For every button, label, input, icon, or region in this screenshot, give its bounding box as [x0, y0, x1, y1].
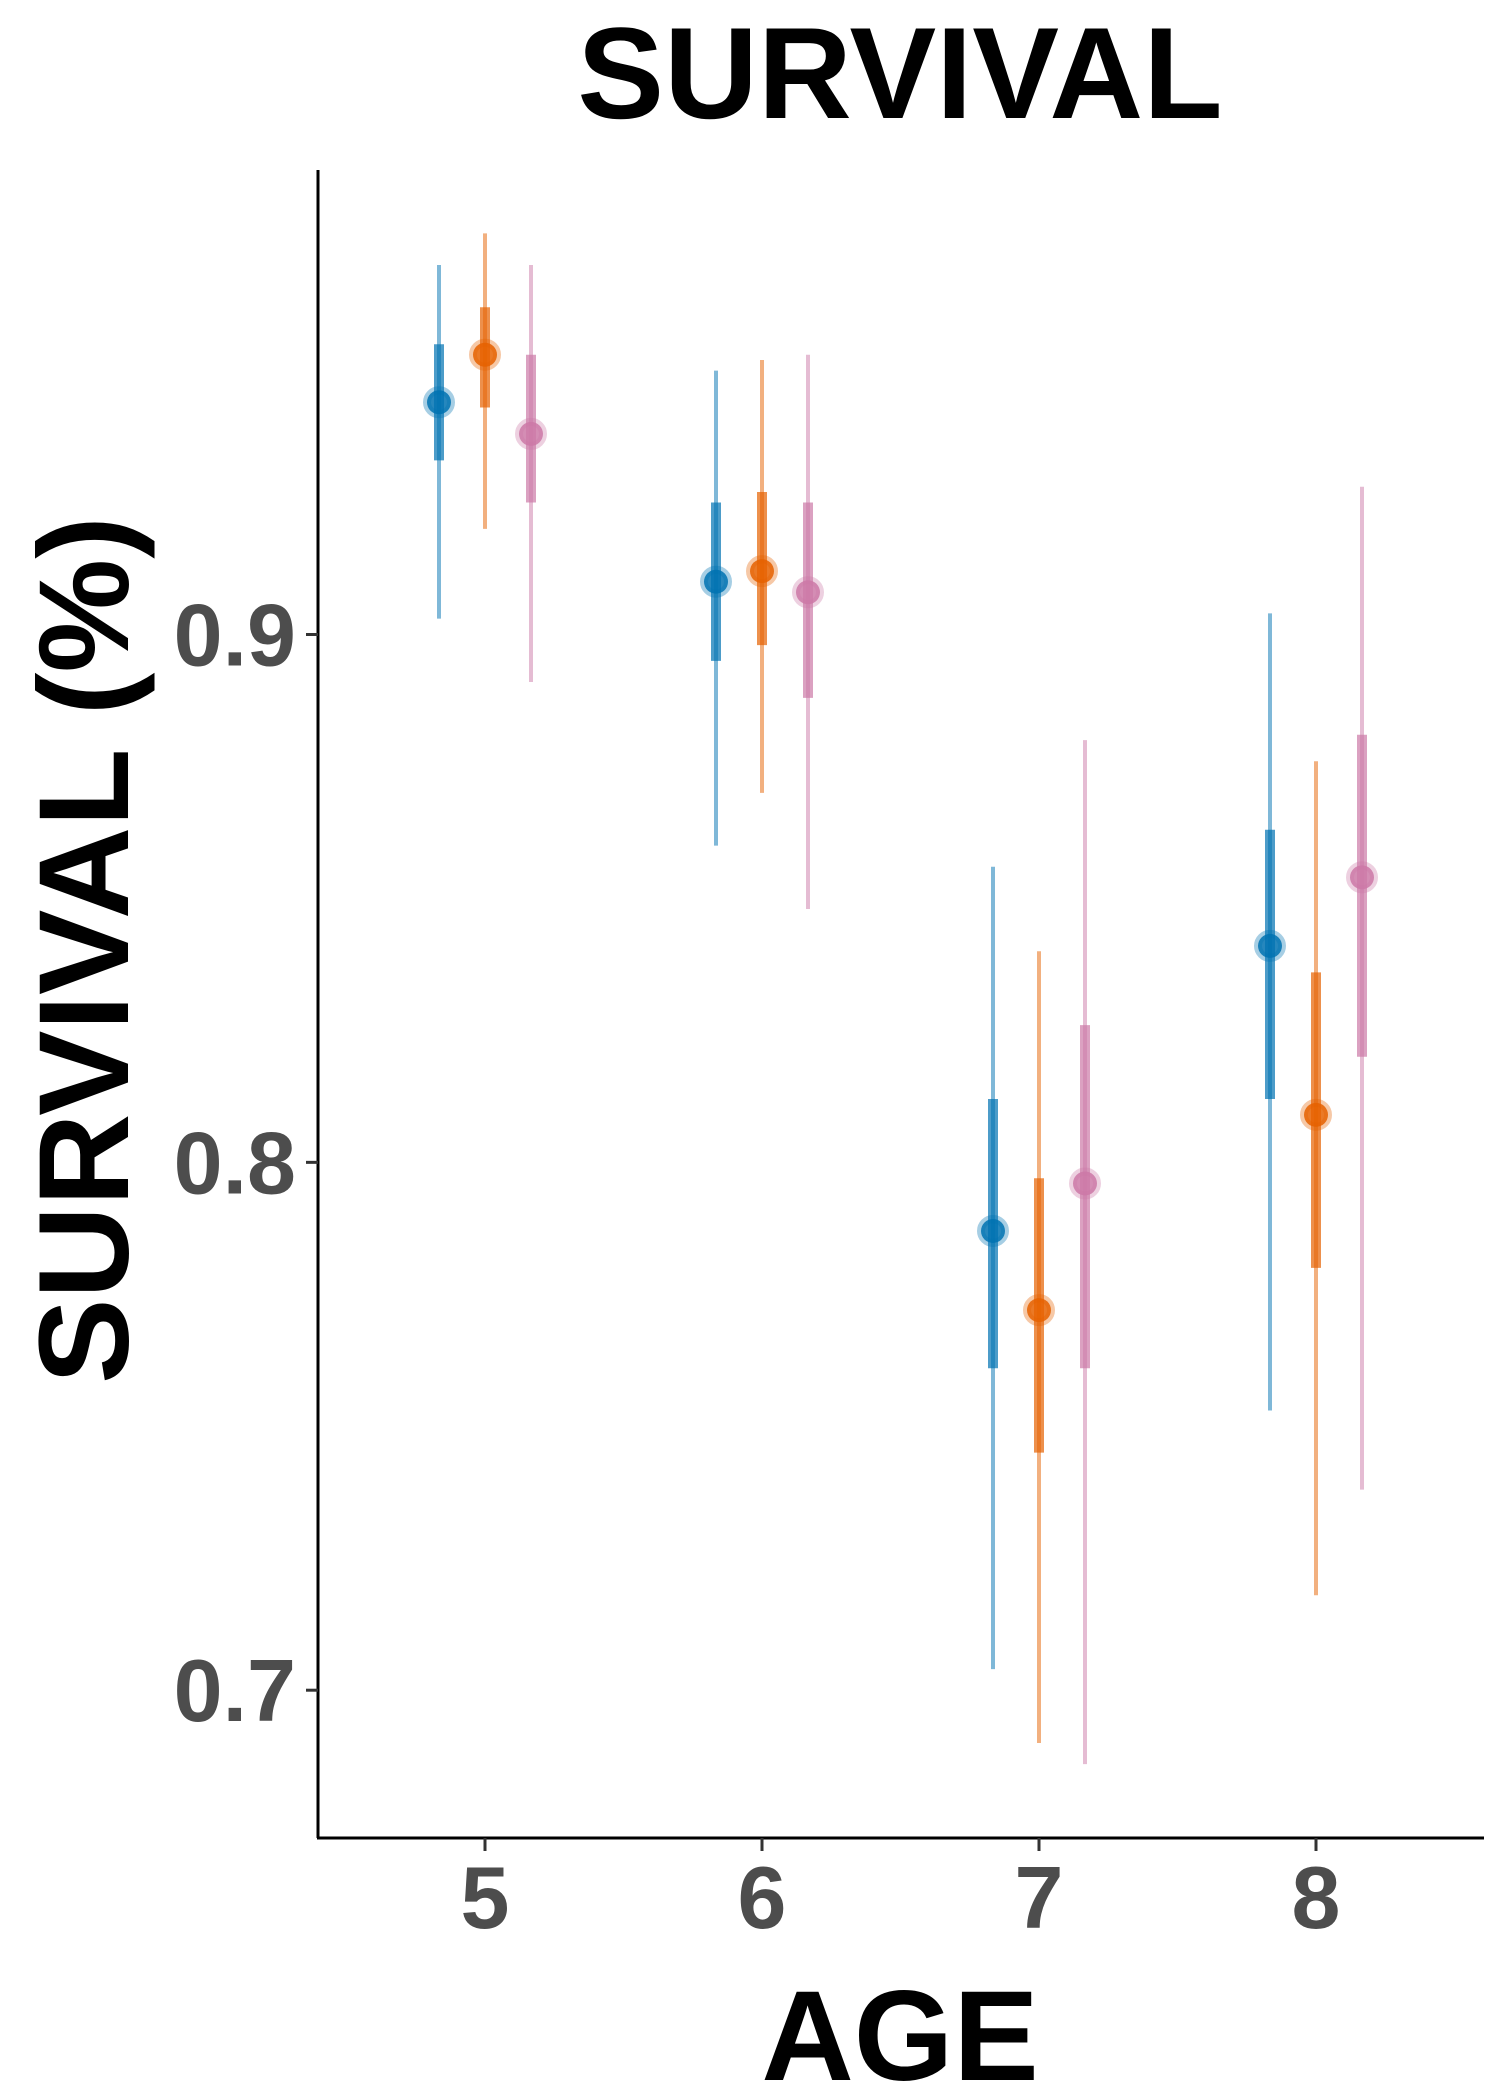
point-estimate: [1346, 861, 1378, 894]
x-tick-label: 6: [738, 1848, 787, 1947]
y-tick-label: 0.9: [174, 586, 296, 685]
point-estimate: [423, 386, 455, 419]
x-tick-label: 8: [1292, 1848, 1341, 1947]
point-estimate: [1069, 1167, 1101, 1200]
x-ticks: 5 6 7 8: [461, 1838, 1341, 1947]
x-tick-label: 5: [461, 1848, 510, 1947]
point-estimate: [977, 1214, 1009, 1247]
point-estimate: [746, 555, 778, 588]
x-axis-label: AGE: [761, 1965, 1038, 2100]
y-axis-label-group: SURVIVAL (%): [13, 516, 156, 1384]
series-3: [515, 265, 1378, 1765]
x-tick-label: 7: [1015, 1848, 1064, 1947]
series-2: [469, 233, 1332, 1743]
y-tick-label: 0.7: [174, 1641, 296, 1740]
data-marks: [423, 233, 1378, 1765]
y-ticks: 0.7 0.8 0.9: [174, 586, 318, 1740]
point-estimate: [1254, 929, 1286, 962]
chart-title: SURVIVAL: [577, 0, 1222, 146]
y-tick-label: 0.8: [174, 1113, 296, 1212]
point-estimate: [1300, 1098, 1332, 1131]
point-estimate: [1023, 1294, 1055, 1327]
point-estimate: [469, 338, 501, 371]
point-estimate: [792, 576, 824, 609]
y-axis-label: SURVIVAL (%): [13, 516, 156, 1384]
point-estimate: [515, 417, 547, 450]
point-estimate: [700, 565, 732, 598]
series-1: [423, 265, 1286, 1670]
